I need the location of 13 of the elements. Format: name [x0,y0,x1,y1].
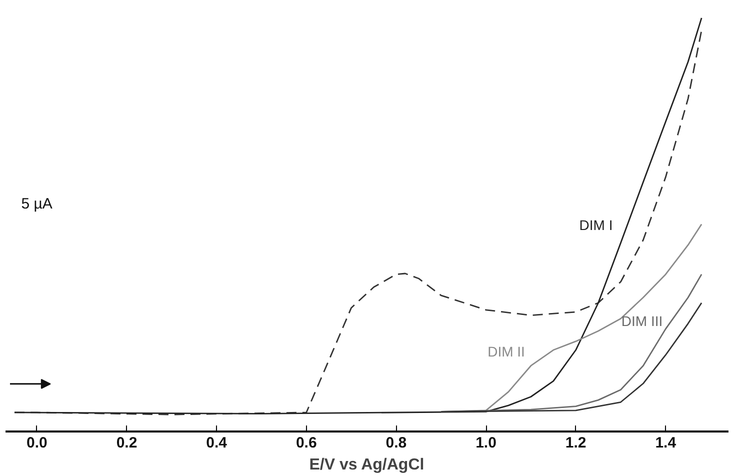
series-label: DIM I [579,216,613,233]
x-tick-label: 0.0 [26,434,48,452]
series-label: DIM II [488,344,525,360]
x-axis-title: E/V vs Ag/AgCl [309,456,424,474]
x-tick-label: 0.8 [386,434,407,452]
annotation: 5 µA [21,196,52,213]
x-tick-label: 0.6 [296,434,317,452]
x-tick-label: 0.2 [116,434,138,452]
x-tick-label: 1.2 [565,434,586,452]
x-tick-label: 1.0 [476,434,496,452]
series-label: DIM III [621,312,663,329]
x-tick-label: 1.4 [655,434,677,452]
x-tick-label: 0.4 [206,434,228,452]
